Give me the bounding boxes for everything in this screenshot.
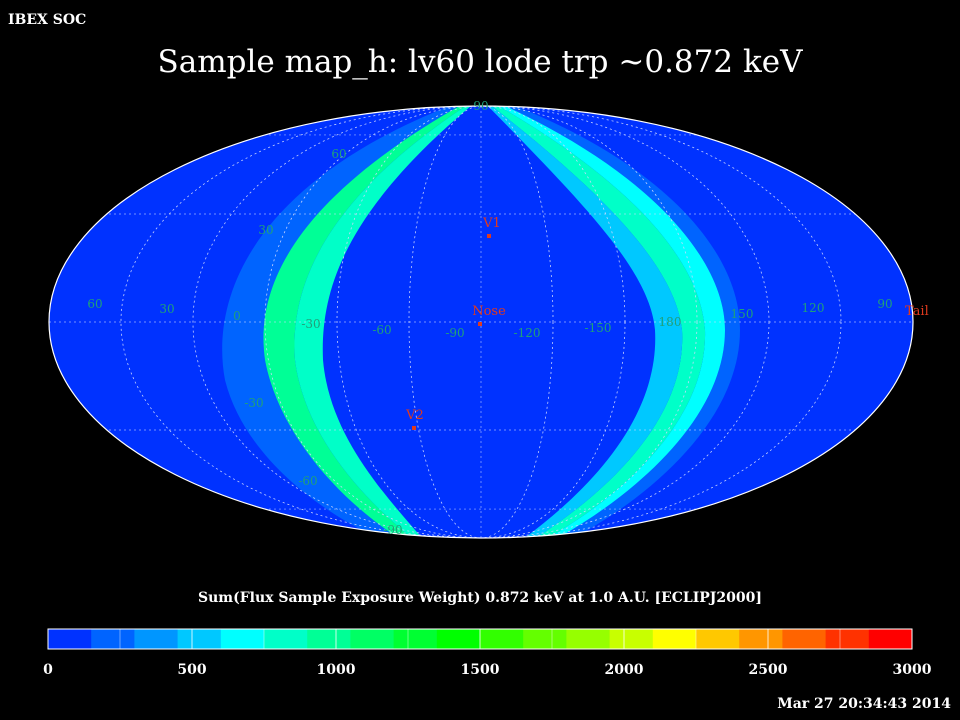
colorbar-label: Sum(Flux Sample Exposure Weight) 0.872 k… (198, 590, 762, 606)
meridian-label: 180 (659, 315, 682, 329)
parallel-label: 90 (473, 99, 488, 113)
colorbar-swatch (868, 629, 913, 649)
colorbar-swatch (652, 629, 697, 649)
meridian-label: 120 (802, 301, 825, 315)
colorbar-swatch (523, 629, 567, 649)
colorbar-swatch (307, 629, 351, 649)
ribbon-left-outer (222, 106, 470, 538)
ribbon-left-inner (294, 106, 478, 538)
colorbar-tick-label: 2500 (749, 662, 788, 678)
graticule-labels: 60 30 0 -30 -60 -90 -120 -150 180 150 120 90 90 60 30 -… (87, 99, 892, 537)
meridian-label: 30 (159, 302, 174, 316)
marker-v2-label: V2 (405, 408, 424, 423)
colorbar-ticks: 0 500 1000 1500 2000 2500 3000 (43, 629, 932, 678)
marker-v2-dot (412, 426, 416, 430)
map-title: Sample map_h: lv60 lode trp ~0.872 keV (158, 44, 804, 80)
ribbon-band-layer (222, 106, 740, 538)
colorbar-swatch (134, 629, 179, 649)
marker-nose-label: Nose (472, 304, 506, 319)
ribbon-right-core (482, 106, 683, 538)
meridian-label: 90 (877, 297, 892, 311)
colorbar-swatch (566, 629, 611, 649)
parallel-label: -30 (244, 396, 263, 410)
meridian-label: -150 (585, 321, 612, 335)
meridian-label: 150 (731, 307, 754, 321)
ribbon-right-inner (484, 106, 706, 538)
colorbar-swatch (264, 629, 308, 649)
colorbar-swatch (609, 629, 654, 649)
map-outline (48, 105, 914, 539)
marker-nose-dot (478, 322, 482, 326)
colorbar-swatch (782, 629, 827, 649)
parallel-label: -60 (298, 474, 317, 488)
colorbar (48, 629, 913, 649)
meridian-label: -60 (372, 323, 391, 337)
marker-tail-label: Tail (905, 304, 929, 319)
marker-v1-label: V1 (482, 216, 501, 231)
colorbar-swatch (48, 629, 92, 649)
meridian-label: -30 (301, 317, 320, 331)
meridian-label: 0 (233, 309, 241, 323)
meridian-label: 60 (87, 297, 102, 311)
meridian-label: -120 (514, 326, 541, 340)
organization-label: IBEX SOC (8, 12, 86, 28)
timestamp: Mar 27 20:34:43 2014 (777, 696, 951, 712)
colorbar-tick-label: 500 (177, 662, 206, 678)
graticule-meridian (264, 106, 698, 538)
colorbar-swatch (91, 629, 135, 649)
meridian-label: -90 (445, 326, 464, 340)
colorbar-swatch (220, 629, 265, 649)
ribbon-left-mid (263, 106, 475, 538)
colorbar-swatch (696, 629, 740, 649)
parallel-label: -90 (383, 523, 402, 537)
parallel-label: 30 (258, 223, 273, 237)
colorbar-swatch (436, 629, 481, 649)
colorbar-tick-label: 3000 (893, 662, 932, 678)
colorbar-tick-label: 2000 (605, 662, 644, 678)
colorbar-swatch (350, 629, 395, 649)
colorbar-tick-label: 0 (43, 662, 53, 678)
marker-v1-dot (487, 234, 491, 238)
sky-map: 60 30 0 -30 -60 -90 -120 -150 180 150 120 90 90 60 30 -… (48, 99, 929, 539)
colorbar-swatch (177, 629, 222, 649)
map-markers: V1 Nose V2 Tail (405, 216, 929, 430)
colorbar-swatch (480, 629, 524, 649)
parallel-label: 60 (331, 147, 346, 161)
colorbar-swatch (739, 629, 783, 649)
colorbar-swatch (393, 629, 438, 649)
colorbar-swatch (825, 629, 870, 649)
colorbar-tick-label: 1500 (461, 662, 500, 678)
ribbon-right-outer (492, 106, 740, 538)
colorbar-tick-label: 1000 (317, 662, 356, 678)
